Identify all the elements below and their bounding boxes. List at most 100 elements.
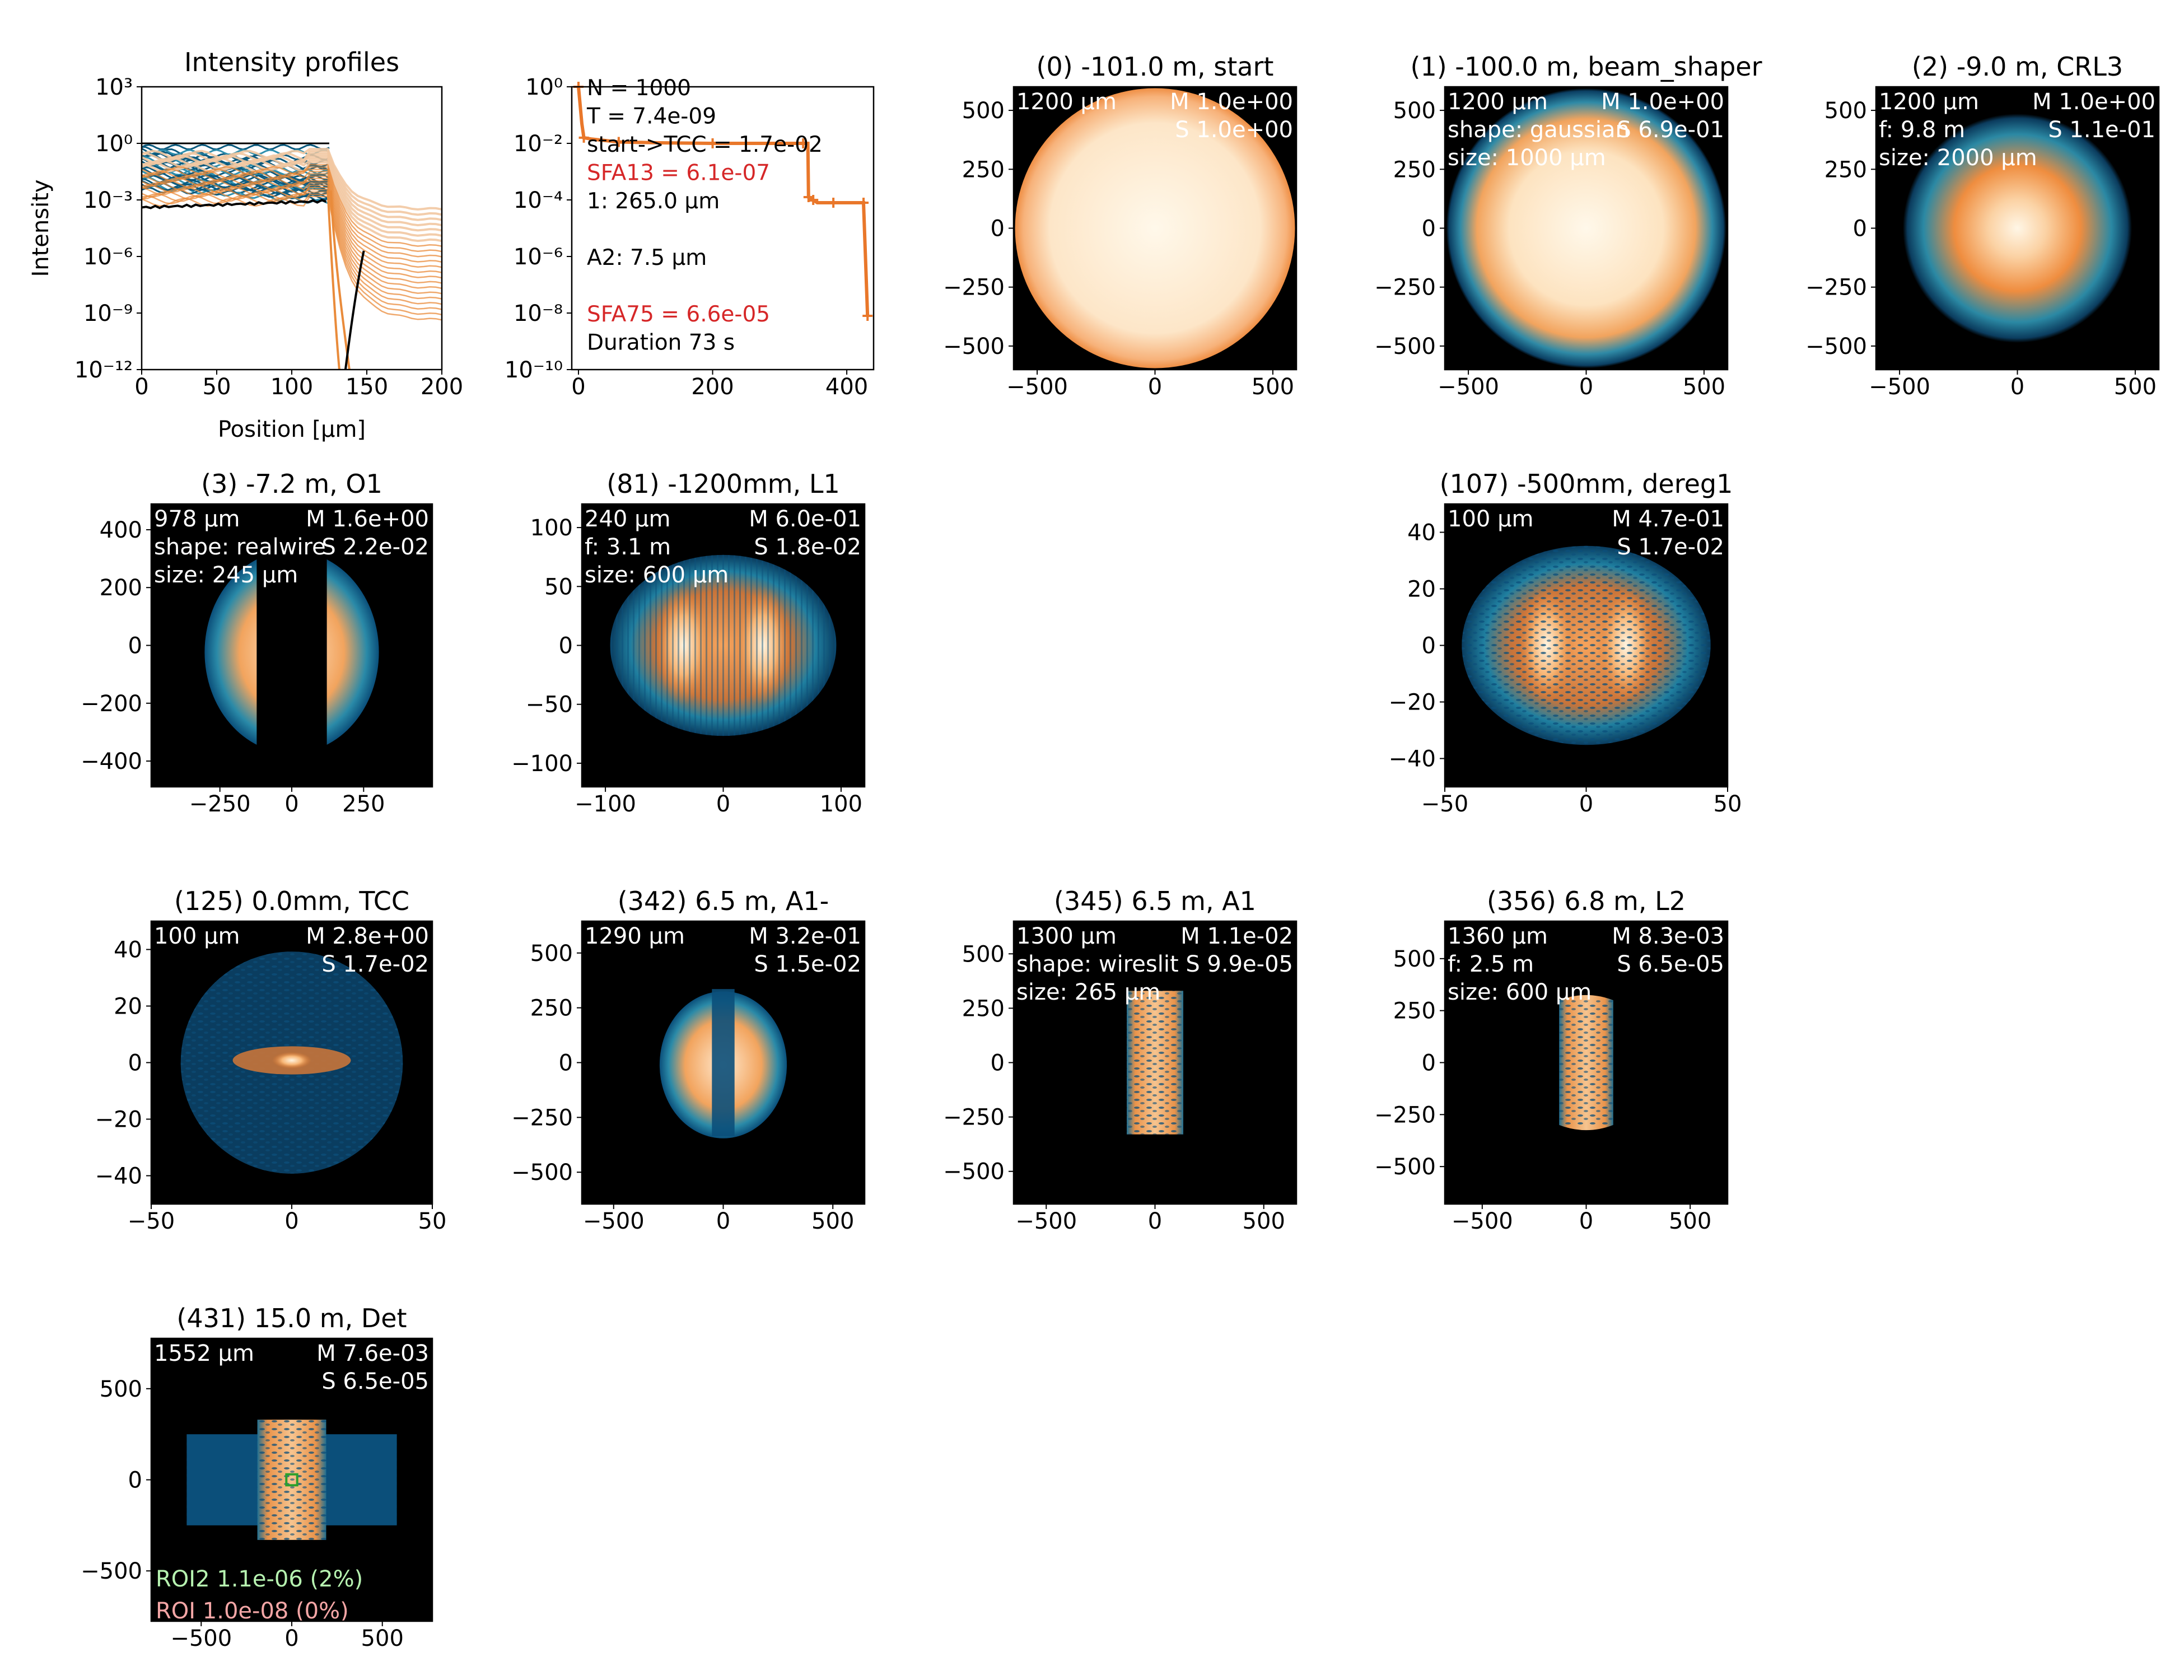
profile-line-reference	[344, 250, 365, 370]
y-tick-label: −250	[1805, 275, 1867, 301]
panel-label: M 2.8e+00	[306, 923, 429, 949]
x-tick-label: 0	[2010, 374, 2024, 400]
x-tick-label: 150	[346, 374, 388, 400]
panel-label: 978 µm	[154, 506, 240, 532]
beam-texture	[1462, 545, 1711, 745]
series-point	[828, 198, 839, 208]
x-tick-label: 500	[2114, 374, 2157, 400]
y-tick-label: −20	[1389, 690, 1436, 716]
annotation-text: N = 1000	[587, 76, 691, 101]
y-tick-label: −500	[1374, 1154, 1436, 1180]
y-tick-label: 10⁻²	[514, 131, 563, 157]
chart-title: (0) -101.0 m, start	[1037, 52, 1274, 82]
x-tick-label: 50	[203, 374, 231, 400]
y-tick-label: 10⁻¹⁰	[505, 357, 563, 383]
y-tick-label: 250	[530, 996, 573, 1021]
y-tick-label: −40	[1389, 746, 1436, 772]
panel-label: 1360 µm	[1448, 923, 1548, 949]
panel-label: f: 2.5 m	[1448, 951, 1534, 977]
y-tick-label: 10⁻¹²	[74, 357, 133, 383]
y-tick-label: −250	[1374, 1102, 1436, 1128]
y-tick-label: 200	[100, 575, 142, 601]
y-tick-label: −500	[943, 334, 1005, 360]
y-tick-label: 250	[1824, 157, 1867, 183]
x-tick-label: 50	[1714, 791, 1742, 817]
chart-title: (125) 0.0mm, TCC	[174, 886, 409, 916]
panel-label: shape: wireslit	[1016, 951, 1179, 977]
x-tick-label: 0	[716, 791, 730, 817]
panel-label: 1200 µm	[1448, 89, 1548, 115]
panel-label: 1200 µm	[1016, 89, 1117, 115]
x-tick-label: 100	[820, 791, 862, 817]
y-tick-label: 10⁻⁶	[83, 244, 133, 270]
y-tick-label: −200	[81, 691, 142, 717]
x-tick-label: 0	[716, 1208, 730, 1234]
x-tick-label: 500	[1669, 1208, 1711, 1234]
panel-label: M 1.0e+00	[1601, 89, 1724, 115]
panel-label: M 8.3e-03	[1612, 923, 1724, 949]
panel-label: S 1.7e-02	[321, 951, 429, 977]
y-tick-label: −500	[943, 1159, 1005, 1185]
x-tick-label: −250	[189, 791, 251, 817]
chart-title: (2) -9.0 m, CRL3	[1912, 52, 2123, 82]
y-tick-label: 50	[544, 574, 573, 600]
roi-label: ROI 1.0e-08 (0%)	[156, 1598, 349, 1624]
panel-label: 1290 µm	[585, 923, 685, 949]
panel-label: S 9.9e-05	[1186, 951, 1293, 977]
x-tick-label: −100	[575, 791, 636, 817]
y-tick-label: 500	[530, 941, 573, 967]
x-tick-label: 400	[825, 374, 868, 400]
heatmap-image	[610, 554, 837, 736]
beam-spot	[1902, 113, 2132, 343]
roi-box	[285, 1473, 298, 1487]
beam-spot	[1446, 88, 1726, 368]
chart-title: (1) -100.0 m, beam_shaper	[1411, 52, 1762, 82]
y-tick-label: 0	[1422, 216, 1436, 242]
heatmap-image	[1015, 88, 1295, 368]
y-tick-label: 0	[128, 1051, 142, 1076]
y-tick-label: 10⁻⁴	[514, 188, 563, 213]
y-tick-label: −500	[511, 1160, 573, 1186]
panel-label: shape: gaussian	[1448, 117, 1630, 143]
x-tick-label: −500	[170, 1626, 232, 1651]
panel-label: size: 245 µm	[154, 562, 298, 588]
x-tick-label: −50	[128, 1208, 175, 1234]
panel-label: 1200 µm	[1879, 89, 1979, 115]
y-tick-label: 250	[1393, 157, 1436, 183]
panel-label: M 6.0e-01	[749, 506, 861, 532]
annotation-text: Duration 73 s	[587, 330, 735, 356]
panel-label: M 1.0e+00	[2032, 89, 2155, 115]
panel-label: shape: realwire	[154, 534, 326, 560]
x-tick-label: 500	[361, 1626, 404, 1651]
chart-heatmap-flat: 1200 µm M 1.0e+00S 1.0e+00 −500 0 500 500 250 0…	[943, 52, 1298, 400]
y-tick-label: 500	[1393, 98, 1436, 124]
beam-shadow	[712, 989, 735, 1136]
annotation-text: T = 7.4e-09	[586, 104, 716, 129]
panel-label: S 1.7e-02	[1617, 534, 1724, 560]
panel-label: size: 2000 µm	[1879, 145, 2037, 171]
chart-heatmap-dereg: 100 µm M 4.7e-01S 1.7e-02 −50 0 50 40 20 0 −20 −4…	[1389, 469, 1742, 817]
series-point	[578, 132, 589, 143]
y-tick-label: −50	[526, 692, 573, 718]
heatmap-image	[186, 1420, 397, 1540]
x-tick-label: 0	[1148, 374, 1162, 400]
y-tick-label: −400	[81, 749, 142, 774]
heatmap-image	[1462, 545, 1711, 745]
chart-title: (3) -7.2 m, O1	[201, 469, 382, 499]
series-point	[707, 138, 718, 148]
y-tick-label: −500	[81, 1558, 142, 1584]
series-point	[798, 138, 809, 148]
panel-label: M 7.6e-03	[316, 1341, 429, 1366]
chart-transmission: 0 200 400 10⁰ 10⁻² 10⁻⁴ 10⁻⁶ 10⁻⁸ 10⁻¹⁰ N = 1000 T…	[505, 74, 875, 400]
panel-label: size: 1000 µm	[1448, 145, 1606, 171]
x-axis-label: Position [µm]	[218, 417, 366, 442]
series-point	[613, 137, 624, 147]
y-tick-label: 100	[530, 515, 573, 541]
panel-label: S 2.2e-02	[321, 534, 429, 560]
chart-title: (345) 6.5 m, A1	[1054, 886, 1256, 916]
heatmap-image	[659, 989, 787, 1138]
heatmap-image	[1446, 88, 1726, 368]
